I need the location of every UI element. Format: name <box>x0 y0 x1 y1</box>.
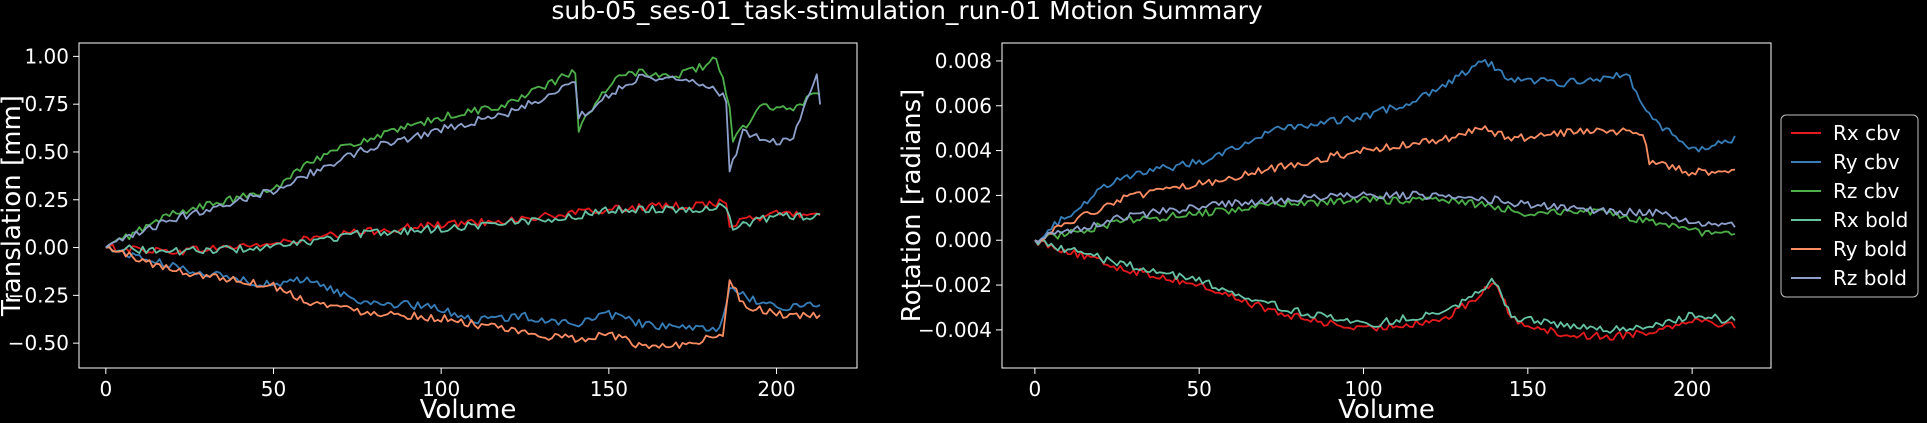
legend-label: Rx cbv <box>1833 121 1901 145</box>
legend-box <box>1780 114 1919 298</box>
legend-label: Ry cbv <box>1833 150 1900 174</box>
series-lines <box>1034 59 1736 341</box>
y-tick-label: −0.50 <box>8 331 69 355</box>
x-tick-label: 100 <box>422 377 460 401</box>
x-axis-label: Volume <box>1338 395 1435 423</box>
y-tick-label: 1.00 <box>24 44 69 68</box>
y-tick-label: −0.004 <box>918 318 992 342</box>
y-tick-label: −0.25 <box>8 283 69 307</box>
chart-panel-2: 0 50 100 150 200 −0.004 −0.002 0.000 0.002 0.004 0… <box>897 42 1919 423</box>
x-tick-label: 0 <box>99 377 112 401</box>
chart-panel-1: 0 50 100 150 200 −0.50 −0.25 0.00 0.25 0.50 0.75 1.… <box>0 42 858 423</box>
x-tick-label: 150 <box>590 377 628 401</box>
y-tick-label: 0.75 <box>24 92 69 116</box>
y-axis-label: Rotation [radians] <box>897 89 927 323</box>
x-tick-label: 200 <box>757 377 795 401</box>
series-line-ry-cbv <box>1034 59 1736 243</box>
y-tick-label: 0.50 <box>24 140 69 164</box>
x-tick-label: 0 <box>1028 377 1041 401</box>
series-line-5 <box>105 246 821 350</box>
series-line-4 <box>105 202 821 256</box>
y-tick-label: 0.004 <box>935 139 992 163</box>
y-tick-label: 0.00 <box>24 236 69 260</box>
x-tick-label: 200 <box>1673 377 1711 401</box>
y-tick-label: 0.002 <box>935 183 992 207</box>
series-line-2 <box>105 246 821 333</box>
x-tick-label: 100 <box>1344 377 1382 401</box>
series-line-rx-bold <box>1034 239 1736 334</box>
legend: Rx cbv Ry cbv Rz cbv Rx bold Ry bold Rz bold <box>1780 114 1919 298</box>
figure-title: sub-05_ses-01_task-stimulation_run-01 Mo… <box>551 0 1263 25</box>
x-axis-label: Volume <box>420 395 517 423</box>
series-line-rz-cbv <box>1034 195 1736 244</box>
series-line-rz-bold <box>1034 190 1736 244</box>
axes-frame <box>78 42 858 369</box>
y-tick-label: 0.25 <box>24 188 69 212</box>
y-tick-label: 0.006 <box>935 94 992 118</box>
x-tick-label: 50 <box>261 377 286 401</box>
series-line-3 <box>105 56 821 249</box>
legend-label: Rx bold <box>1833 208 1908 232</box>
series-line-rx-cbv <box>1034 239 1736 341</box>
y-tick-label: 0.008 <box>935 49 992 73</box>
y-axis-label: Translation [mm] <box>0 95 27 317</box>
legend-label: Rz bold <box>1833 266 1907 290</box>
x-tick-label: 150 <box>1509 377 1547 401</box>
x-tick-label: 50 <box>1186 377 1211 401</box>
series-line-ry-bold <box>1034 125 1735 243</box>
series-lines <box>105 56 821 350</box>
legend-label: Rz cbv <box>1833 179 1899 203</box>
y-tick-label: 0.000 <box>935 228 992 252</box>
series-line-6 <box>105 73 821 249</box>
y-tick-label: −0.002 <box>918 273 992 297</box>
legend-label: Ry bold <box>1833 237 1907 261</box>
axes-frame <box>1001 42 1772 369</box>
